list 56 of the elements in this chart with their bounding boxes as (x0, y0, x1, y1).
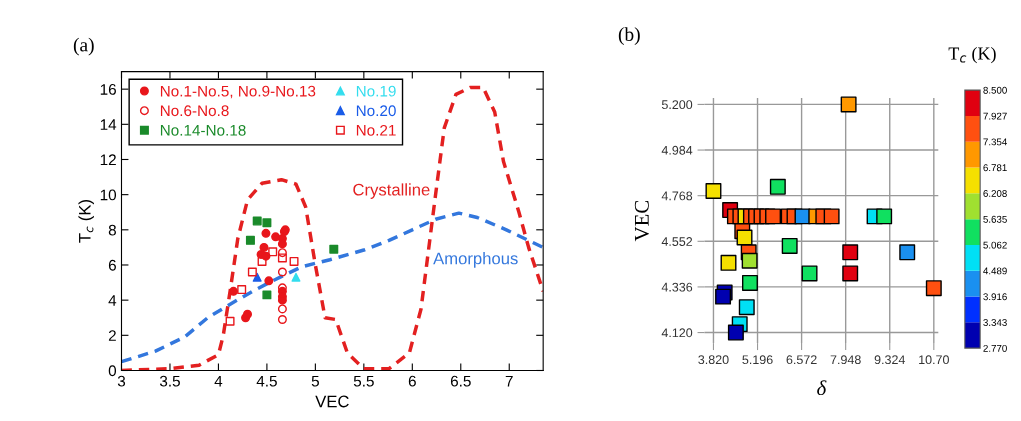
color-bar-label: 3.343 (983, 319, 1007, 326)
color-bar-label: 5.635 (983, 215, 1007, 223)
legend-label: No.21 (356, 124, 396, 136)
x-tick-label: 7 (505, 375, 513, 387)
y-tick-label: 4 (108, 295, 117, 306)
x-tick-label: 6.572 (786, 355, 817, 365)
x-tick-label: 5 (311, 375, 319, 387)
legend-label: No.14-No.18 (160, 124, 246, 136)
y-tick-label: 12 (100, 154, 116, 166)
color-bar-label: 7.354 (983, 138, 1007, 146)
y-tick-label: 0 (108, 365, 117, 377)
x-tick-label: 5.5 (353, 375, 374, 387)
x-tick-label: 4 (214, 375, 223, 387)
y-tick-label: 16 (100, 84, 116, 95)
chart-title: (b) (618, 27, 640, 45)
y-tick-label: 6 (108, 259, 116, 271)
y-tick-label: 4.552 (661, 237, 693, 246)
x-tick-label: 5.196 (742, 355, 773, 365)
x-tick-label: 3.5 (159, 375, 180, 387)
x-tick-label: 3 (117, 375, 126, 387)
y-tick-label: 4.336 (661, 282, 693, 292)
x-axis-title: δ (817, 380, 827, 396)
y-tick-label: 4.120 (661, 328, 693, 338)
color-bar-label: 3.916 (983, 293, 1007, 301)
color-bar-title: T$_{c}$ (K) (948, 46, 996, 64)
annotation: Amorphous (433, 252, 518, 268)
x-tick-label: 7.948 (830, 355, 861, 365)
y-axis-title: VEC (634, 200, 649, 242)
legend-label: No.20 (356, 105, 396, 117)
annotation: Crystalline (353, 183, 430, 199)
y-tick-label: 2 (108, 330, 116, 341)
color-bar-label: 2.770 (983, 344, 1007, 352)
y-tick-label: 10 (100, 189, 117, 201)
legend-label: No.6-No.8 (160, 105, 229, 117)
x-tick-label: 9.324 (874, 355, 906, 365)
y-tick-label: 4.768 (661, 191, 693, 201)
x-tick-label: 6.5 (450, 375, 471, 387)
color-bar-label: 6.208 (983, 190, 1007, 197)
legend-label: No.1-No.5, No.9-No.13 (160, 85, 316, 99)
color-bar-label: 4.489 (983, 267, 1007, 275)
y-tick-label: 8 (108, 224, 116, 236)
color-bar-label: 7.927 (983, 112, 1007, 120)
x-tick-label: 4.5 (256, 375, 277, 387)
legend-label: No.19 (356, 85, 396, 97)
color-bar-label: 5.062 (983, 241, 1007, 249)
y-axis-title: T$_{c}$ (K) (78, 200, 94, 243)
x-tick-label: 10.70 (919, 355, 949, 365)
x-axis-title: VEC (315, 395, 349, 408)
y-tick-label: 4.984 (661, 145, 693, 155)
color-bar-label: 6.781 (983, 164, 1007, 172)
x-tick-label: 6 (408, 375, 416, 387)
y-tick-label: 5.200 (661, 100, 693, 110)
chart-title: (a) (73, 37, 94, 56)
color-bar-label: 8.500 (983, 86, 1007, 94)
y-tick-label: 14 (100, 119, 117, 130)
x-tick-label: 3.820 (698, 355, 729, 365)
